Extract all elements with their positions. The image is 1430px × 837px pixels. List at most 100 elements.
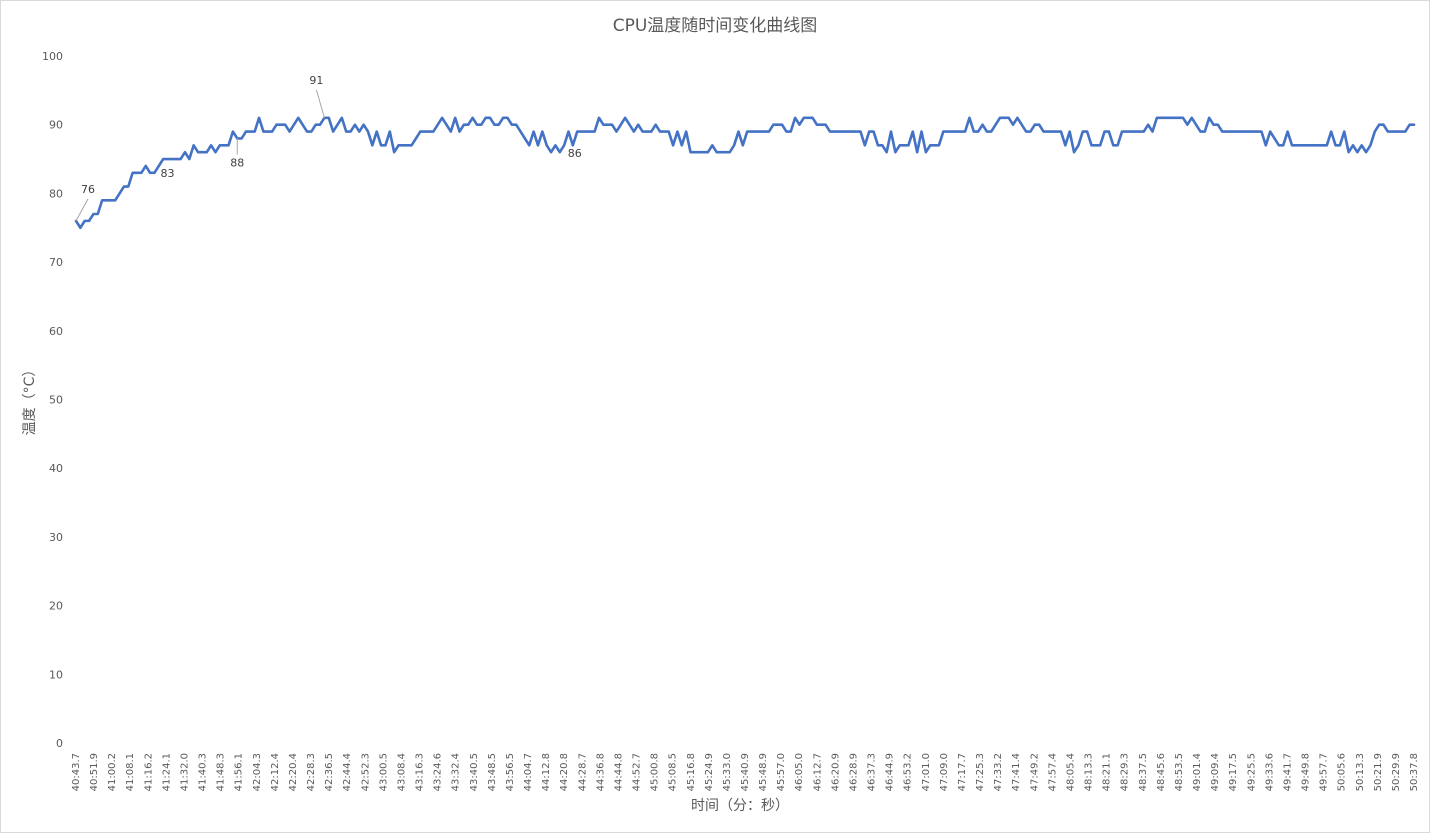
- x-tick-label: 43:16.3: [415, 753, 426, 791]
- x-tick-label: 44:36.8: [595, 753, 606, 791]
- x-tick-label: 48:13.3: [1084, 753, 1095, 791]
- x-tick-label: 47:09.0: [939, 753, 950, 791]
- x-tick-label: 42:04.3: [252, 753, 263, 791]
- data-label: 86: [568, 147, 582, 160]
- x-tick-label: 47:17.7: [957, 753, 968, 791]
- y-tick-label: 20: [49, 600, 63, 613]
- x-tick-label: 50:21.9: [1373, 753, 1384, 791]
- x-tick-label: 50:05.6: [1337, 753, 1348, 791]
- x-tick-label: 49:01.4: [1192, 753, 1203, 791]
- y-tick-label: 0: [56, 737, 63, 750]
- x-tick-label: 48:45.6: [1156, 753, 1167, 791]
- x-tick-label: 42:12.4: [270, 753, 281, 791]
- x-tick-label: 46:12.7: [812, 753, 823, 791]
- x-tick-label: 45:40.9: [740, 753, 751, 791]
- x-tick-label: 46:44.9: [885, 753, 896, 791]
- x-tick-label: 49:49.8: [1301, 753, 1312, 791]
- y-tick-label: 90: [49, 119, 63, 132]
- x-tick-label: 41:00.2: [107, 753, 118, 791]
- x-tick-label: 43:56.5: [505, 753, 516, 791]
- x-tick-label: 45:16.8: [686, 753, 697, 791]
- y-tick-label: 80: [49, 187, 63, 200]
- chart-title: CPU温度随时间变化曲线图: [613, 16, 818, 36]
- x-tick-label: 49:57.7: [1319, 753, 1330, 791]
- x-tick-label: 48:53.5: [1174, 753, 1185, 791]
- x-tick-label: 43:24.6: [433, 753, 444, 791]
- y-tick-label: 50: [49, 394, 63, 407]
- x-tick-label: 46:53.2: [903, 753, 914, 791]
- x-tick-label: 47:41.4: [1011, 753, 1022, 791]
- x-tick-label: 41:08.1: [125, 753, 136, 791]
- x-tick-label: 41:32.0: [179, 753, 190, 791]
- x-tick-label: 42:52.3: [360, 753, 371, 791]
- x-tick-label: 49:41.7: [1282, 753, 1293, 791]
- x-tick-label: 41:40.3: [198, 753, 209, 791]
- x-tick-label: 47:01.0: [921, 753, 932, 791]
- x-tick-label: 43:08.4: [396, 753, 407, 791]
- x-tick-label: 40:43.7: [71, 753, 82, 791]
- x-tick-label: 47:49.2: [1029, 753, 1040, 791]
- x-tick-label: 42:36.5: [324, 753, 335, 791]
- x-tick-label: 43:00.5: [378, 753, 389, 791]
- x-tick-label: 46:28.9: [848, 753, 859, 791]
- y-tick-label: 60: [49, 325, 63, 338]
- x-tick-label: 50:29.9: [1391, 753, 1402, 791]
- y-tick-label: 40: [49, 462, 63, 475]
- x-tick-label: 43:48.5: [487, 753, 498, 791]
- x-tick-label: 44:12.8: [541, 753, 552, 791]
- x-tick-label: 42:20.4: [288, 753, 299, 791]
- data-label-leader: [75, 198, 89, 222]
- x-tick-label: 44:44.8: [613, 753, 624, 791]
- x-tick-label: 48:37.5: [1138, 753, 1149, 791]
- x-tick-label: 46:37.3: [867, 753, 878, 791]
- x-tick-label: 48:29.3: [1120, 753, 1131, 791]
- x-tick-label: 41:16.2: [143, 753, 154, 791]
- x-tick-label: 48:05.4: [1065, 753, 1076, 791]
- x-tick-label: 49:17.5: [1228, 753, 1239, 791]
- x-tick-label: 45:00.8: [650, 753, 661, 791]
- x-tick-label: 46:20.9: [830, 753, 841, 791]
- x-tick-label: 47:33.2: [993, 753, 1004, 791]
- x-tick-label: 42:28.3: [306, 753, 317, 791]
- x-tick-label: 49:09.4: [1210, 753, 1221, 791]
- data-label: 76: [81, 183, 95, 196]
- x-tick-label: 47:57.4: [1047, 753, 1058, 791]
- x-tick-label: 49:25.5: [1246, 753, 1257, 791]
- x-tick-label: 50:13.3: [1355, 753, 1366, 791]
- x-tick-label: 44:28.7: [577, 753, 588, 791]
- x-tick-label: 44:52.7: [632, 753, 643, 791]
- x-tick-label: 43:32.4: [451, 753, 462, 791]
- data-label: 91: [309, 74, 323, 87]
- x-tick-label: 45:24.9: [704, 753, 715, 791]
- x-tick-label: 45:33.0: [722, 753, 733, 791]
- data-labels: 76 83 88 91 86: [75, 74, 582, 222]
- x-tick-label: 47:25.3: [975, 753, 986, 791]
- x-tick-label: 46:05.0: [794, 753, 805, 791]
- series-layer: [74, 116, 1416, 230]
- x-tick-label: 41:56.1: [234, 753, 245, 791]
- x-tick-label: 41:24.1: [161, 753, 172, 791]
- x-tick-label: 42:44.4: [342, 753, 353, 791]
- data-label: 83: [161, 167, 175, 180]
- x-tick-label: 50:37.8: [1409, 753, 1420, 791]
- x-tick-label: 48:21.1: [1102, 753, 1113, 791]
- x-tick-label: 41:48.3: [216, 753, 227, 791]
- y-axis-ticks: 0 10 20 30 40 50 60 70 80 90 100: [42, 50, 63, 750]
- x-axis-title: 时间（分：秒）: [691, 798, 789, 814]
- data-label-leader: [315, 89, 325, 118]
- x-tick-label: 49:33.6: [1264, 753, 1275, 791]
- x-tick-label: 45:48.9: [758, 753, 769, 791]
- x-tick-label: 45:57.0: [776, 753, 787, 791]
- data-label: 88: [230, 156, 244, 169]
- x-tick-label: 43:40.5: [469, 753, 480, 791]
- y-tick-label: 100: [42, 50, 63, 63]
- y-tick-label: 70: [49, 256, 63, 269]
- y-tick-label: 30: [49, 531, 63, 544]
- x-tick-label: 40:51.9: [89, 753, 100, 791]
- x-tick-label: 44:04.7: [523, 753, 534, 791]
- x-axis-ticks: 40:43.7 40:51.9 41:00.2 41:08.1 41:16.2 41:24…: [71, 753, 1420, 791]
- x-tick-label: 44:20.8: [559, 753, 570, 791]
- y-axis-title: 温度（°C）: [22, 363, 38, 436]
